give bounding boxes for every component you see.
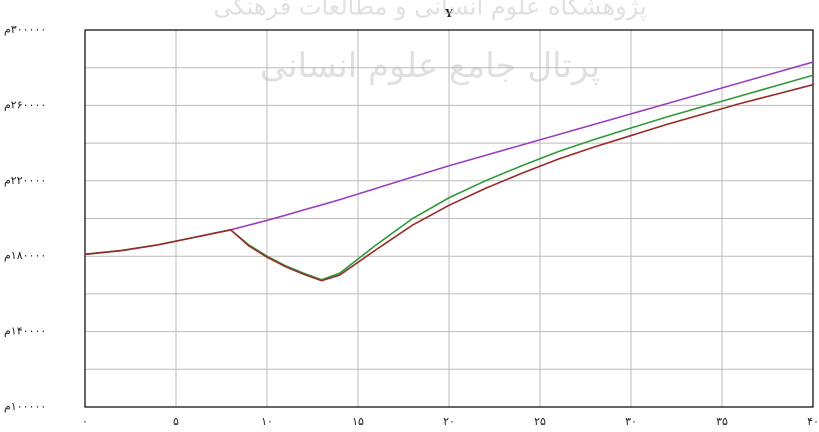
x-tick-label: ۲۵	[534, 415, 546, 428]
y-tick-label: م۱۴۰۰۰۰	[4, 325, 46, 338]
watermark: پرتال جامع علوم انسانی	[260, 46, 600, 86]
series-line	[84, 83, 814, 282]
y-tick-label: م۲۶۰۰۰۰	[4, 98, 46, 111]
x-tick-label: ۰	[82, 415, 88, 428]
x-tick-label: ۵	[173, 415, 179, 428]
y-tick-label: م۳۰۰۰۰۰	[4, 23, 46, 36]
y-tick-label: م۲۲۰۰۰۰	[4, 174, 46, 187]
x-tick-label: ۲۰	[443, 415, 455, 428]
y-tick-label: م۱۸۰۰۰۰	[4, 249, 46, 262]
x-tick-label: ۳۵	[716, 415, 728, 428]
watermark: پژوهشگاه علوم انسانی و مطالعات فرهنگی	[213, 0, 646, 21]
chart-title: Y	[444, 7, 453, 20]
y-tick-label: م۱۰۰۰۰۰	[4, 400, 46, 413]
x-tick-label: ۴۰	[807, 415, 819, 428]
x-tick-label: ۳۰	[625, 415, 637, 428]
plot-border	[84, 29, 814, 408]
x-tick-label: ۱۵	[352, 415, 364, 428]
x-tick-label: ۱۰	[261, 415, 273, 428]
